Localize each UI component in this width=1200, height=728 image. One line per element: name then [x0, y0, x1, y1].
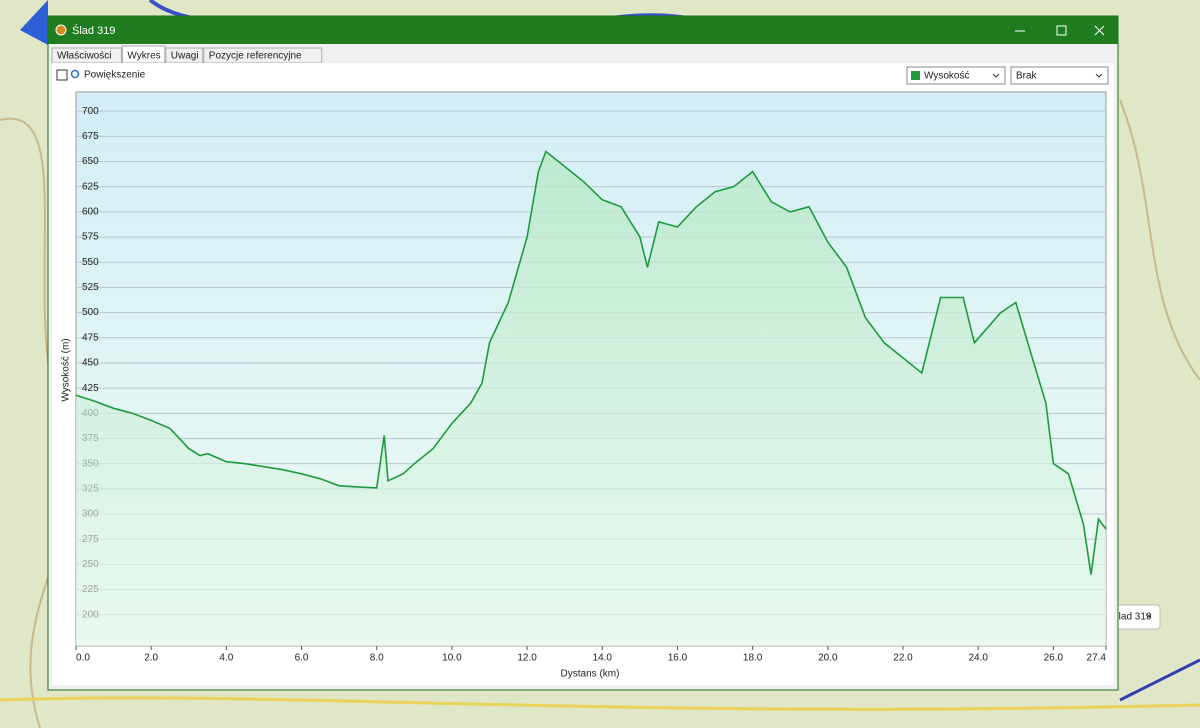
window-title: Ślad 319 — [72, 24, 115, 37]
y-tick-label: 650 — [82, 156, 99, 167]
series-name: Wysokość — [924, 71, 969, 82]
x-tick-label: 24.0 — [968, 653, 988, 664]
map-tag-label: Ślad 319 — [1112, 610, 1152, 623]
x-tick-label: 8.0 — [370, 653, 384, 664]
tab-strip: Właściwości Wykres Uwagi Pozycje referencyj… — [51, 45, 323, 64]
y-tick-label: 675 — [82, 131, 99, 142]
close-button[interactable] — [1094, 25, 1105, 36]
x-tick-label: 16.0 — [668, 653, 688, 664]
zoom-icon — [70, 69, 80, 79]
x-tick-label: 27.4 — [1087, 653, 1107, 664]
y-axis-label: Wysokość (m) — [61, 338, 72, 401]
close-tag[interactable]: × — [1146, 612, 1152, 623]
maximize-button[interactable] — [1056, 25, 1067, 36]
zoom-checkbox[interactable] — [56, 69, 68, 81]
x-axis-label: Dystans (km) — [561, 669, 620, 680]
dropdown-arrow — [992, 73, 1000, 78]
y-tick-label: 500 — [82, 307, 99, 318]
zoom-label[interactable]: Powiększenie — [84, 70, 146, 81]
y-tick-label: 575 — [82, 232, 99, 243]
tab-label[interactable]: Wykres — [127, 51, 160, 62]
series-swatch — [911, 71, 920, 80]
title-bar — [48, 16, 1118, 44]
dropdown-arrow — [1095, 73, 1103, 78]
window-icon — [55, 24, 67, 36]
y-tick-label: 450 — [82, 358, 99, 369]
x-tick-label: 10.0 — [442, 653, 462, 664]
tab-label[interactable]: Właściwości — [57, 51, 111, 62]
y-tick-label: 475 — [82, 332, 99, 343]
tab-label[interactable]: Uwagi — [171, 51, 199, 62]
x-tick-label: 0.0 — [76, 653, 90, 664]
second-dropdown-label: Brak — [1016, 71, 1038, 82]
area-fill — [76, 151, 1106, 646]
y-tick-label: 425 — [82, 383, 99, 394]
x-tick-label: 26.0 — [1044, 653, 1064, 664]
x-tick-label: 22.0 — [893, 653, 913, 664]
y-tick-label: 700 — [82, 106, 99, 117]
x-tick-label: 18.0 — [743, 653, 763, 664]
second-dropdown[interactable] — [1010, 66, 1109, 85]
y-tick-label: 625 — [82, 181, 99, 192]
tab-label[interactable]: Pozycje referencyjne — [209, 51, 302, 62]
y-tick-label: 525 — [82, 282, 99, 293]
x-tick-label: 12.0 — [517, 653, 537, 664]
series-dropdown[interactable] — [906, 66, 1006, 85]
x-tick-label: 20.0 — [818, 653, 838, 664]
y-tick-label: 550 — [82, 257, 99, 268]
x-tick-label: 4.0 — [219, 653, 233, 664]
chart: 2002252502753003253503754004254504755005… — [75, 106, 1107, 664]
x-tick-label: 6.0 — [295, 653, 309, 664]
x-tick-label: 2.0 — [144, 653, 158, 664]
line — [75, 150, 1107, 575]
y-tick-label: 600 — [82, 207, 99, 218]
x-tick-label: 14.0 — [593, 653, 613, 664]
